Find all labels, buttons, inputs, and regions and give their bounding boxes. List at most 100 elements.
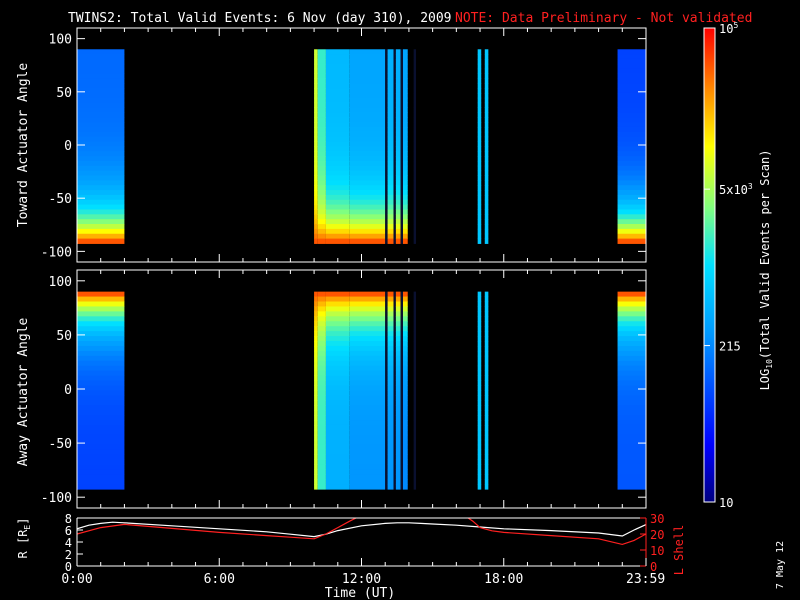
toward-cell [617,54,646,60]
away-cell [314,410,318,416]
toward-cell [393,58,396,65]
toward-cell [395,228,401,235]
toward-cell [349,204,386,210]
toward-cell [325,83,350,89]
toward-cell [617,146,646,152]
toward-cell [393,88,396,94]
away-cell [484,291,489,298]
toward-cell [77,160,125,167]
toward-cell [395,131,401,138]
away-cell [484,350,489,357]
toward-cell [477,170,482,176]
toward-cell [77,224,125,230]
away-cell [385,444,388,451]
xtick-label: 6:00 [204,572,235,587]
toward-cell [317,209,326,215]
toward-cell [317,49,326,55]
away-cell [385,360,388,367]
toward-cell [402,107,408,113]
colorbar-tick-label: 5x103 [719,182,753,197]
toward-cell [349,136,386,142]
away-cell [325,405,350,411]
away-cell [617,311,646,317]
away-cell [400,459,403,465]
toward-cell [385,190,388,196]
toward-cell [413,194,417,201]
toward-cell [400,54,403,60]
toward-cell [617,209,646,215]
toward-cell [395,54,401,60]
away-cell [77,405,125,411]
toward-cell [325,209,350,215]
away-cell [617,464,646,470]
away-cell [314,375,318,381]
toward-cell [325,78,350,84]
toward-cell [317,122,326,128]
toward-cell [349,146,386,152]
lshell-ytick-label: 20 [650,528,664,542]
toward-cell [349,170,386,176]
toward-cell [349,54,386,60]
toward-cell [617,97,646,104]
away-cell [314,449,318,456]
toward-cell [387,83,394,89]
away-cell [314,454,318,460]
toward-cell [413,126,417,133]
toward-cell [402,136,408,142]
toward-cell [77,78,125,84]
toward-cell [349,185,386,191]
toward-cell [617,141,646,147]
toward-cell [484,117,489,123]
away-segment [402,291,408,490]
toward-cell [400,180,403,186]
away-cell [400,469,403,475]
toward-cell [387,219,394,225]
toward-cell [395,224,401,230]
away-cell [413,420,417,426]
toward-cell [314,107,318,113]
toward-segment [349,49,386,244]
toward-cell [317,160,326,167]
toward-cell [413,88,417,94]
away-cell [393,316,396,322]
away-cell [395,355,401,362]
away-segment [395,291,401,490]
toward-cell [477,214,482,220]
toward-cell [387,175,394,181]
away-cell [349,331,386,337]
away-actuator-panel: 100 50 0 -50 -100 [41,269,647,509]
away-cell [395,415,401,421]
away-cell [400,484,403,490]
toward-cell [413,97,417,104]
away-cell [413,449,417,456]
toward-cell [77,68,125,75]
toward-cell [349,194,386,201]
toward-cell [314,63,318,70]
away-cell [349,449,386,456]
toward-cell [402,185,408,191]
away-cell [325,420,350,426]
away-cell [387,375,394,381]
away-cell [349,336,386,342]
toward-cell [385,54,388,60]
away-cell [77,424,125,431]
toward-cell [477,238,482,244]
toward-cell [77,73,125,79]
toward-cell [393,151,396,157]
toward-cell [314,92,318,99]
toward-cell [317,68,326,75]
away-cell [349,434,386,441]
toward-cell [484,63,489,70]
toward-cell [325,112,350,118]
away-cell [317,350,326,357]
away-cell [314,395,318,401]
away-cell [484,405,489,411]
away-cell [385,469,388,475]
away-cell [385,311,388,317]
toward-segment [314,49,318,244]
toward-cell [395,58,401,65]
away-cell [77,420,125,426]
toward-cell [314,88,318,94]
away-cell [395,429,401,436]
away-cell [349,464,386,470]
